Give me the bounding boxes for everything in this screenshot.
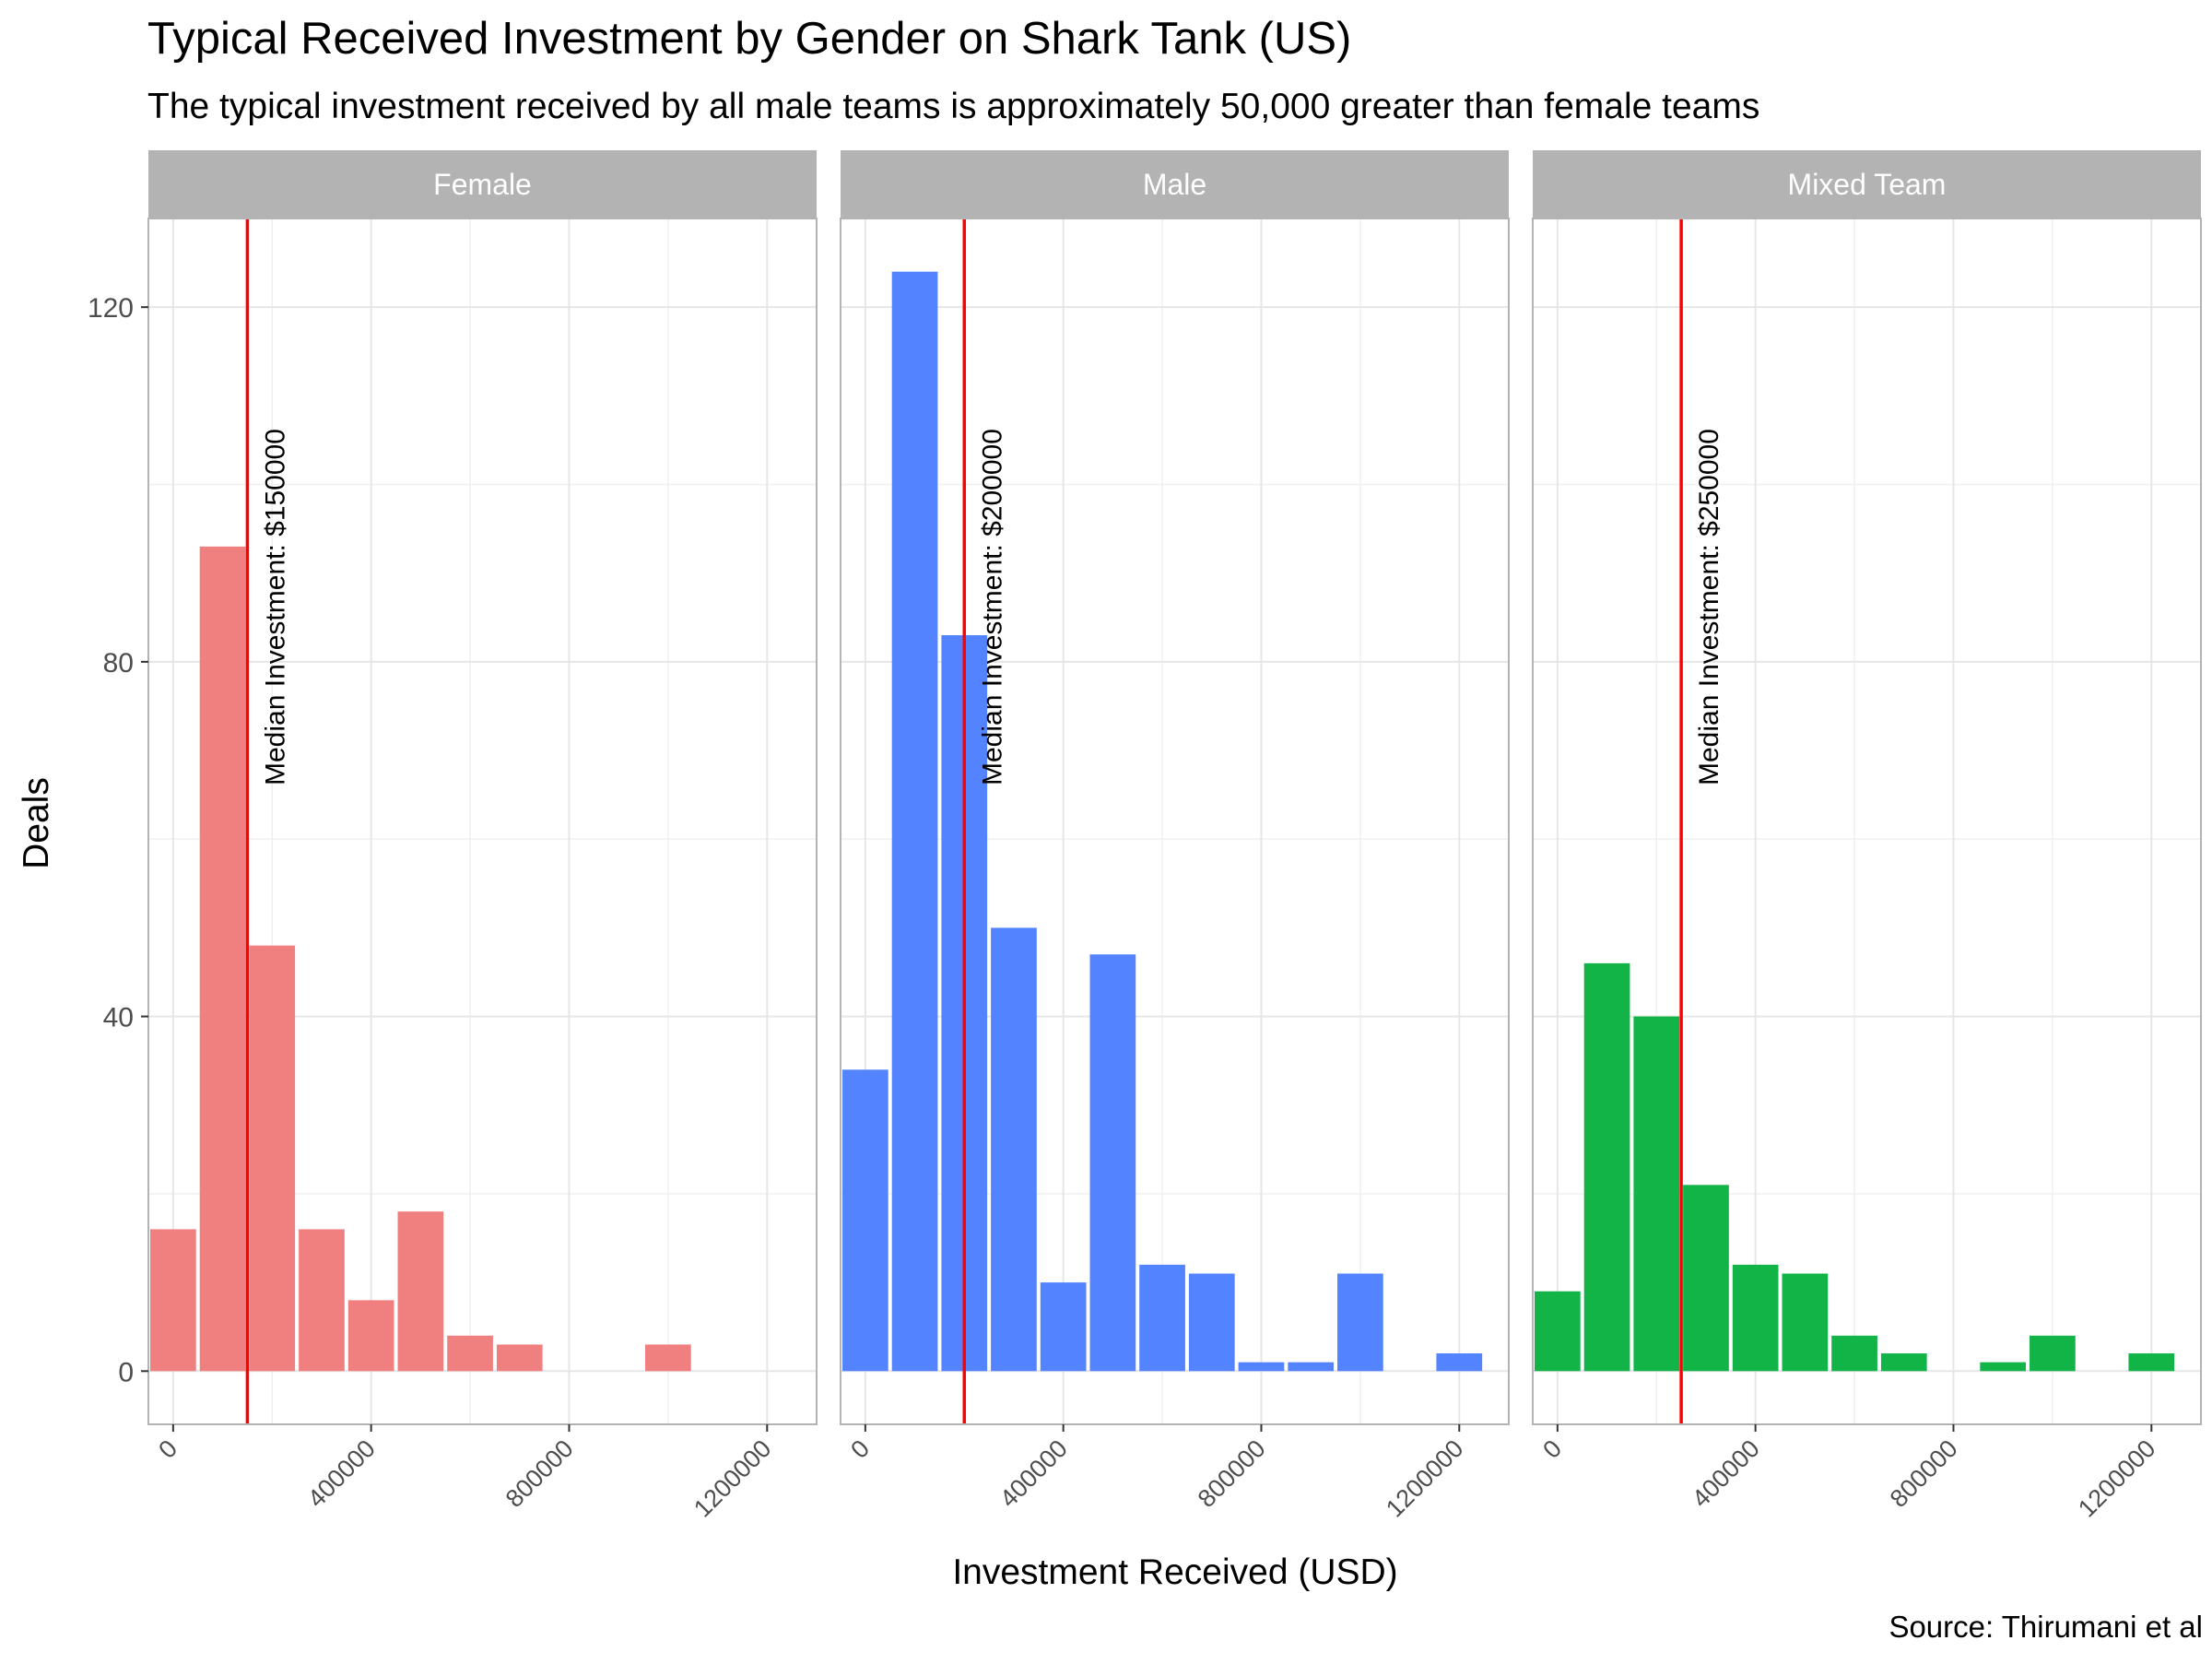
x-axis-title: Investment Received (USD) — [952, 1552, 1397, 1592]
histogram-bar — [1139, 1264, 1185, 1372]
facet-strip-label: Male — [1143, 168, 1206, 201]
histogram-bar — [991, 927, 1037, 1372]
y-axis: 0 40 80 120 — [88, 293, 148, 1387]
histogram-bar — [1288, 1362, 1335, 1372]
histogram-bar — [891, 271, 938, 1372]
histogram-bar — [1089, 954, 1136, 1372]
histogram-bar — [1188, 1273, 1235, 1372]
histogram-bar — [150, 1229, 196, 1372]
histogram-bar — [199, 546, 246, 1372]
x-tick-label: 0 — [845, 1434, 875, 1464]
histogram-bar — [1535, 1291, 1581, 1372]
histogram-bar — [1337, 1273, 1383, 1372]
histogram-bar — [1040, 1282, 1087, 1372]
x-tick-label: 0 — [153, 1434, 182, 1464]
histogram-bar — [2030, 1335, 2076, 1372]
x-tick-label: 400000 — [302, 1434, 381, 1513]
x-tick-label: 1200000 — [688, 1434, 777, 1523]
histogram-bar — [1683, 1185, 1729, 1372]
histogram-bar — [1436, 1353, 1483, 1372]
facet-panels: Median Investment: $150000 Female 0 400000 8… — [147, 150, 2202, 1523]
histogram-bar — [299, 1229, 345, 1372]
facet-strip — [1533, 150, 2201, 218]
facet-strip-label: Mixed Team — [1788, 168, 1947, 201]
median-label: Median Investment: $150000 — [260, 429, 290, 785]
facet-strip-label: Female — [433, 168, 532, 201]
y-tick-label: 120 — [88, 293, 134, 324]
histogram-bar — [842, 1069, 888, 1372]
histogram-bar — [397, 1211, 444, 1372]
x-tick-label: 1200000 — [1381, 1434, 1469, 1523]
x-tick-label: 800000 — [500, 1434, 579, 1513]
chart-subtitle: The typical investment received by all m… — [147, 87, 1759, 126]
facet-strip — [841, 150, 1509, 218]
facet-panel-female: Median Investment: $150000 Female 0 400000 8… — [147, 150, 818, 1523]
x-tick-label: 800000 — [1193, 1434, 1271, 1513]
histogram-bar — [496, 1344, 543, 1372]
median-label: Median Investment: $250000 — [1694, 429, 1724, 785]
panel-background — [841, 218, 1509, 1424]
x-tick-label: 0 — [1537, 1434, 1567, 1464]
facet-panel-male: Median Investment: $200000 Male 0 400000 800… — [840, 150, 1510, 1523]
facet-panel-mixed-team: Median Investment: $250000 Mixed Team 0 400… — [1532, 150, 2202, 1523]
facet-strip — [148, 150, 817, 218]
histogram-bar — [1782, 1273, 1829, 1372]
median-label: Median Investment: $200000 — [977, 429, 1007, 785]
chart-caption: Source: Thirumani et al — [1888, 1610, 2203, 1644]
histogram-bar — [1583, 962, 1630, 1372]
histogram-bar — [447, 1335, 493, 1372]
y-axis-title: Deals — [17, 777, 56, 869]
y-tick-label: 40 — [103, 1003, 134, 1033]
histogram-bar — [1831, 1335, 1877, 1372]
histogram-bar — [1980, 1362, 2027, 1372]
x-tick-label: 400000 — [1687, 1434, 1765, 1513]
x-tick-label: 400000 — [994, 1434, 1073, 1513]
histogram-bar — [1880, 1353, 1927, 1372]
histogram-bar — [249, 945, 296, 1372]
histogram-bar — [645, 1344, 691, 1372]
x-tick-label: 1200000 — [2073, 1434, 2161, 1523]
histogram-bar — [1732, 1264, 1779, 1372]
histogram-bar — [2128, 1353, 2175, 1372]
histogram-bar — [1633, 1016, 1680, 1372]
histogram-bar — [1238, 1362, 1285, 1372]
y-tick-label: 0 — [118, 1357, 134, 1387]
histogram-bar — [347, 1300, 394, 1372]
x-tick-label: 800000 — [1885, 1434, 1963, 1513]
y-tick-label: 80 — [103, 648, 134, 679]
chart-title: Typical Received Investment by Gender on… — [147, 14, 1351, 64]
panel-background — [1533, 218, 2201, 1424]
